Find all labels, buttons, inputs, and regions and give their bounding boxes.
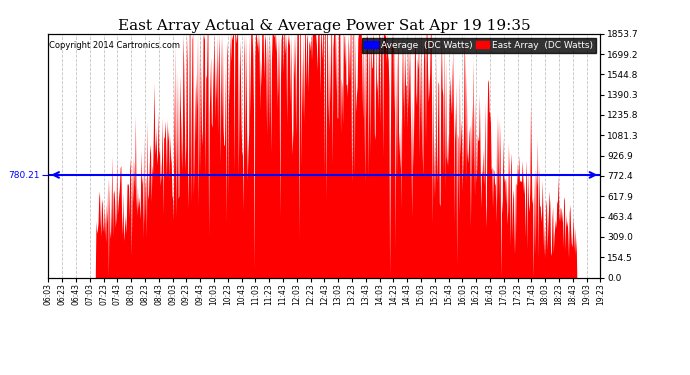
Title: East Array Actual & Average Power Sat Apr 19 19:35: East Array Actual & Average Power Sat Ap… <box>118 19 531 33</box>
Legend: Average  (DC Watts), East Array  (DC Watts): Average (DC Watts), East Array (DC Watts… <box>362 38 595 53</box>
Text: Copyright 2014 Cartronics.com: Copyright 2014 Cartronics.com <box>49 41 180 50</box>
